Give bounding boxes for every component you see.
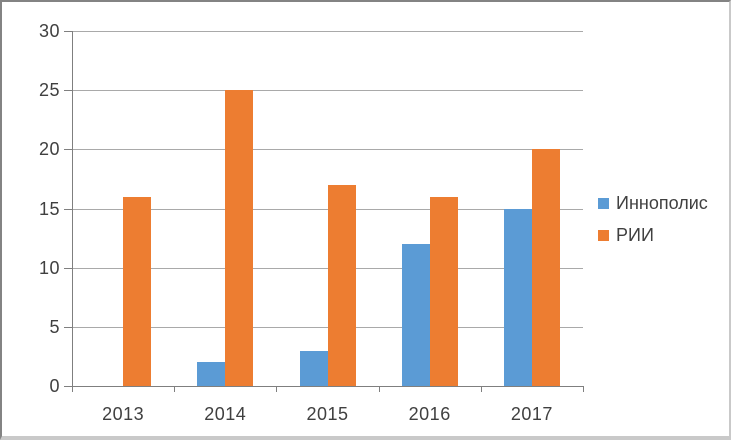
bar-rii-2015	[327, 184, 356, 386]
x-tick-2	[276, 386, 278, 392]
x-tick-3	[378, 386, 380, 392]
gridline-25	[72, 90, 583, 92]
x-tick-label-2017: 2017	[510, 404, 553, 424]
x-tick-label-2015: 2015	[306, 404, 349, 424]
legend-swatch-innopolis	[598, 197, 609, 209]
bar-innopolis-2015	[299, 350, 328, 386]
y-tick-5	[64, 326, 72, 328]
y-tick-label-15: 15	[38, 198, 60, 219]
y-tick-label-5: 5	[49, 316, 60, 337]
y-tick-label-30: 30	[38, 21, 60, 41]
x-axis-line	[64, 386, 583, 387]
legend-item-innopolis: Иннополис	[598, 192, 708, 214]
bar-rii-2014	[225, 90, 254, 386]
y-axis-line	[72, 31, 73, 392]
legend-swatch-rii	[598, 229, 609, 241]
y-tick-20	[64, 149, 72, 151]
gridline-20	[72, 149, 583, 151]
legend: Иннополис РИИ	[598, 192, 708, 256]
y-tick-label-10: 10	[38, 257, 60, 278]
legend-item-rii: РИИ	[598, 224, 708, 246]
x-tick-label-2014: 2014	[204, 404, 247, 424]
x-tick-1	[174, 386, 176, 392]
legend-label-innopolis: Иннополис	[616, 193, 708, 213]
y-tick-15	[64, 208, 72, 210]
y-tick-label-25: 25	[38, 80, 60, 101]
legend-label-rii: РИИ	[616, 225, 654, 245]
bar-rii-2013	[123, 196, 152, 386]
y-tick-10	[64, 267, 72, 269]
x-tick-0	[72, 386, 73, 392]
bar-rii-2017	[531, 149, 560, 386]
y-tick-label-20: 20	[38, 139, 60, 160]
bar-innopolis-2016	[401, 244, 430, 386]
y-tick-30	[64, 31, 72, 32]
bar-rii-2016	[429, 196, 458, 386]
bar-innopolis-2017	[503, 208, 532, 386]
x-tick-5	[583, 386, 584, 392]
x-tick-label-2016: 2016	[408, 404, 451, 424]
bar-innopolis-2014	[197, 362, 226, 386]
y-tick-label-0: 0	[49, 376, 60, 396]
y-tick-25	[64, 90, 72, 92]
gridline-30	[72, 31, 583, 32]
x-tick-label-2013: 2013	[102, 404, 145, 424]
x-tick-4	[480, 386, 482, 392]
